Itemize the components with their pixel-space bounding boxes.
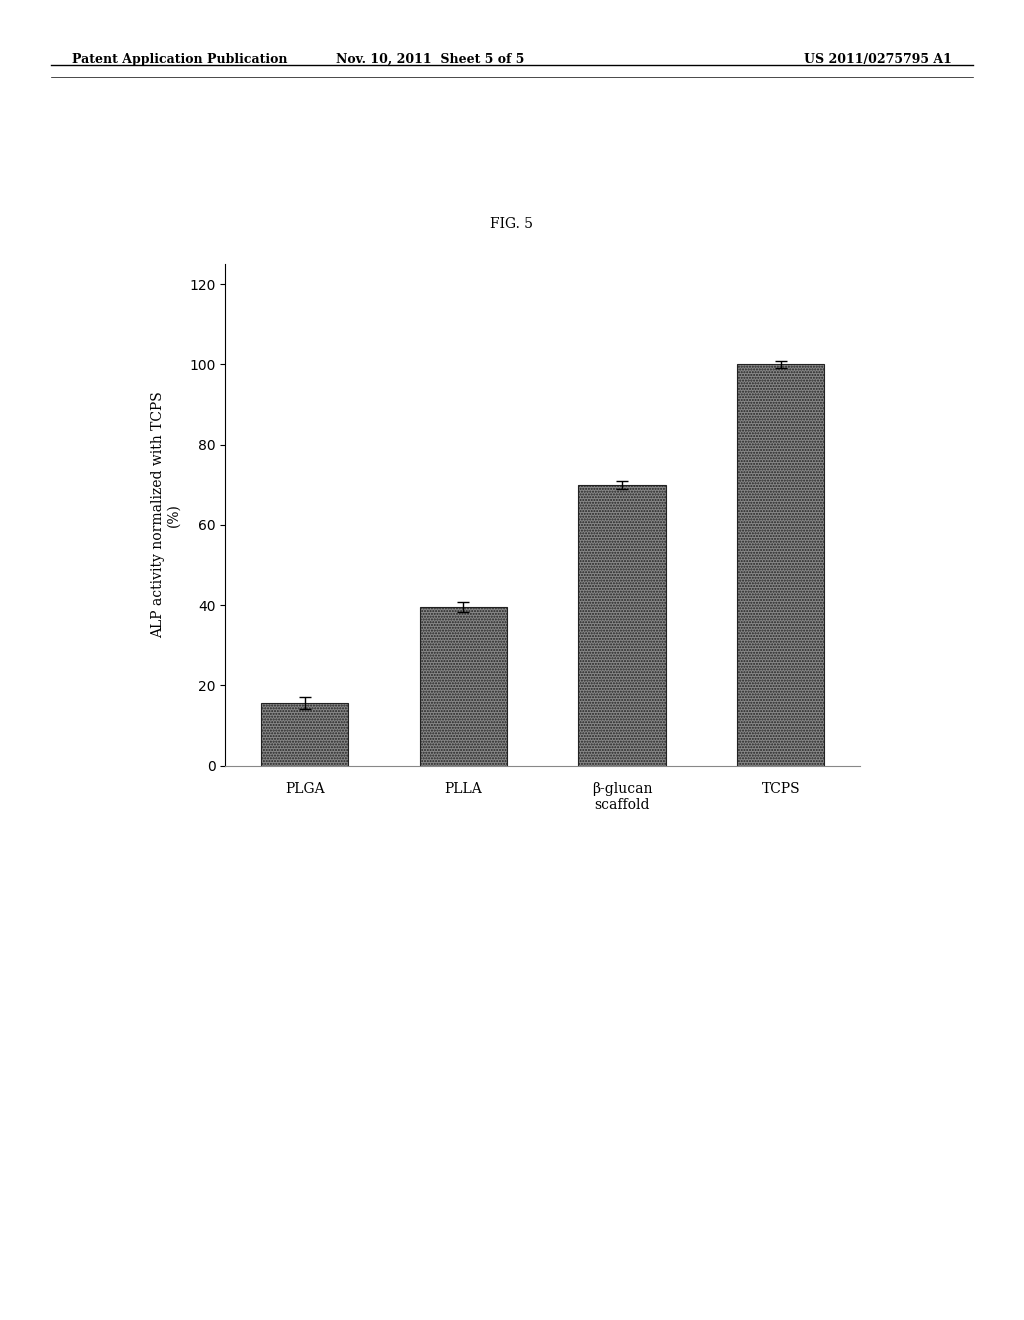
Bar [261,704,348,766]
Y-axis label: ALP activity normalized with TCPS
(%): ALP activity normalized with TCPS (%) [151,392,181,638]
Text: US 2011/0275795 A1: US 2011/0275795 A1 [805,53,952,66]
Text: FIG. 5: FIG. 5 [490,216,534,231]
Bar [737,364,824,766]
Bar [420,607,507,766]
Text: Patent Application Publication: Patent Application Publication [72,53,287,66]
Bar [579,484,666,766]
Text: Nov. 10, 2011  Sheet 5 of 5: Nov. 10, 2011 Sheet 5 of 5 [336,53,524,66]
